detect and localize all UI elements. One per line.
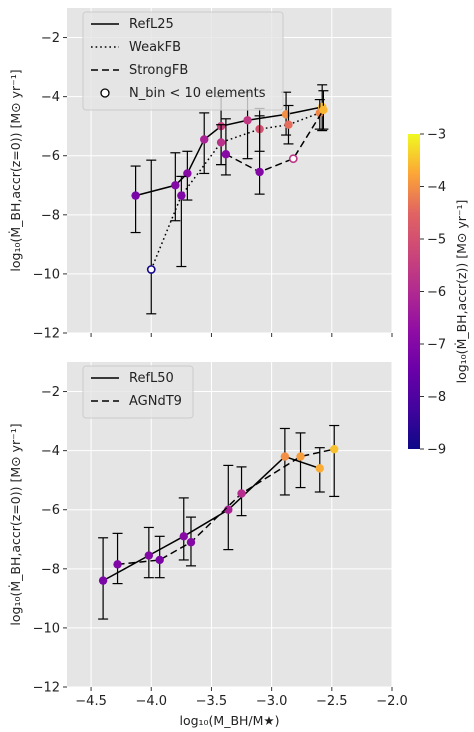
x-tick-label: −2.0	[376, 694, 408, 709]
data-point-RefL50	[98, 576, 108, 585]
y-tick-label: −12	[33, 327, 60, 342]
colorbar-label: log₁₀(Ṁ_BH,accr(z)) [M⊙ yr⁻¹]	[454, 200, 469, 384]
colorbar-tick-label: −5	[427, 233, 446, 248]
data-point-RefL50	[280, 452, 290, 461]
y-tick-label: −8	[41, 208, 60, 223]
legend-marker-open	[100, 88, 110, 98]
top-panel: −2 −4 −6 −8 −10 −12 log₁₀(Ṁ_BH,accr(z=0)) [M⊙ …	[8, 8, 393, 342]
legend-box	[82, 11, 284, 111]
data-point-WeakFB	[216, 138, 226, 147]
colorbar-tick-label: −3	[427, 128, 446, 143]
y-tick-label: −6	[41, 149, 60, 164]
y-axis-label: log₁₀(Ṁ_BH,accr(z=0)) [M⊙ yr⁻¹]	[8, 423, 23, 625]
legend-label: WeakFB	[129, 40, 181, 55]
data-point-AGNdT9	[155, 555, 164, 565]
colorbar: −3 −4 −5 −6 −7 −8 −9 log₁₀(Ṁ_BH,accr(z)) [M⊙ yr…	[408, 128, 469, 458]
y-tick-label: −4	[41, 444, 60, 459]
data-point-RefL50	[315, 464, 324, 473]
legend-label: RefL50	[129, 371, 174, 386]
series-line-WeakFB	[150, 112, 321, 270]
series-line-AGNdT9	[117, 448, 335, 566]
y-tick-label: −2	[41, 385, 60, 400]
y-tick-label: −8	[41, 562, 60, 577]
colorbar-tick-label: −8	[427, 390, 446, 405]
legend-label: AGNdT9	[129, 394, 182, 409]
data-point-WeakFB	[177, 191, 186, 200]
data-point-WeakFB	[284, 120, 293, 129]
data-point-AGNdT9	[296, 452, 305, 461]
data-point-RefL25	[200, 135, 209, 144]
x-axis-label: log₁₀(M_BH/M★)	[179, 713, 279, 728]
y-tick-label: −10	[33, 267, 60, 282]
data-point-AGNdT9	[330, 444, 339, 454]
y-axis-label: log₁₀(Ṁ_BH,accr(z=0)) [M⊙ yr⁻¹]	[8, 69, 23, 271]
data-point-AGNdT9	[186, 538, 196, 547]
x-tick-label: −3.0	[256, 694, 288, 709]
data-point-AGNdT9	[113, 560, 122, 569]
x-tick-label: −4.5	[75, 694, 107, 709]
data-point-RefL25	[171, 181, 180, 190]
data-point-StrongFB	[221, 150, 231, 159]
x-tick-label: −3.5	[196, 694, 228, 709]
data-point-RefL25	[131, 191, 140, 200]
bottom-panel: −2 −4 −6 −8 −10 −12 −4.5 −4.0 −3.5 −3.0 −2.5 −2.0 lo…	[8, 362, 408, 728]
legend-label: N_bin < 10 elements	[129, 86, 266, 101]
series-line-RefL50	[102, 455, 321, 582]
legend-label: StrongFB	[129, 63, 188, 78]
colorbar-tick-label: −4	[427, 180, 446, 195]
y-tick-label: −4	[41, 90, 60, 105]
x-tick-label: −2.5	[316, 694, 348, 709]
legend-box	[82, 365, 194, 419]
series-line-StrongFB	[225, 109, 325, 173]
data-point-open-WeakFB	[146, 265, 156, 274]
data-point-open-StrongFB	[288, 154, 298, 164]
colorbar-tick-label: −6	[427, 285, 446, 300]
y-tick-label: −2	[41, 31, 60, 46]
legend-label: RefL25	[129, 17, 174, 32]
data-point-RefL25	[183, 169, 192, 178]
data-point-StrongFB	[319, 105, 328, 115]
y-tick-label: −6	[41, 503, 60, 518]
data-point-RefL50	[144, 551, 154, 560]
y-tick-label: −10	[33, 621, 60, 636]
colorbar-gradient	[408, 134, 420, 449]
colorbar-tick-label: −9	[427, 443, 446, 458]
y-tick-label: −12	[33, 681, 60, 696]
x-tick-label: −4.0	[135, 694, 167, 709]
data-point-AGNdT9	[237, 489, 246, 498]
data-point-RefL50	[179, 532, 188, 541]
colorbar-tick-label: −7	[427, 338, 446, 353]
data-point-RefL25	[243, 116, 252, 125]
data-point-StrongFB	[255, 167, 264, 177]
